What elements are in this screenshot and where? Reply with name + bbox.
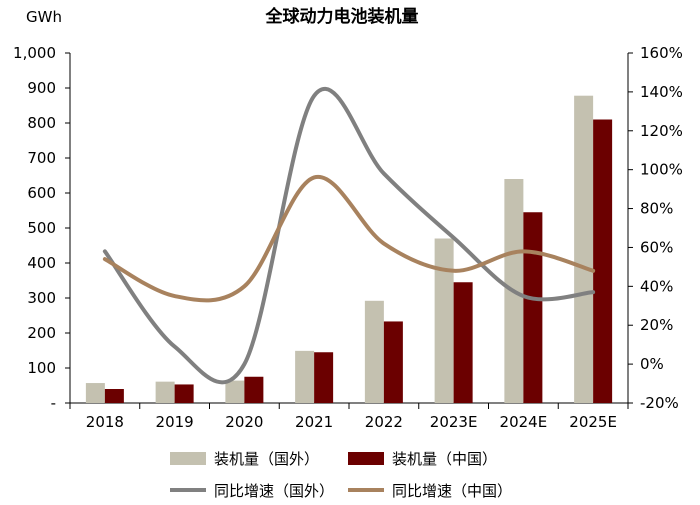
bar-china — [383, 321, 403, 403]
x-tick-label: 2019 — [156, 413, 194, 431]
right-tick-label: 40% — [640, 277, 673, 295]
right-tick-label: -20% — [640, 394, 679, 412]
x-tick-label: 2024E — [500, 413, 548, 431]
right-tick-label: 100% — [640, 161, 683, 179]
legend-label: 同比增速（中国） — [392, 482, 512, 500]
left-tick-label: 300 — [27, 289, 56, 307]
bar-overseas — [295, 350, 315, 403]
left-tick-label: 1,000 — [13, 44, 56, 62]
left-tick-label: 800 — [27, 114, 56, 132]
legend-swatch-overseas-bar — [170, 452, 206, 465]
bar-overseas — [155, 381, 175, 403]
left-tick-label: 100 — [27, 359, 56, 377]
bar-layer — [85, 95, 613, 403]
right-tick-label: 120% — [640, 122, 683, 140]
left-tick-label: 200 — [27, 324, 56, 342]
chart-title: 全球动力电池装机量 — [265, 6, 419, 27]
left-tick-label: 900 — [27, 79, 56, 97]
left-tick-label: 500 — [27, 219, 56, 237]
x-tick-label: 2021 — [295, 413, 333, 431]
legend-label: 装机量（国外） — [214, 450, 319, 468]
bar-china — [174, 384, 194, 403]
right-tick-label: 140% — [640, 83, 683, 101]
line-layer — [102, 86, 596, 385]
right-tick-label: 0% — [640, 355, 664, 373]
right-tick-label: 20% — [640, 316, 673, 334]
bar-china — [104, 389, 124, 403]
right-tick-label: 80% — [640, 200, 673, 218]
legend-label: 装机量（中国） — [392, 450, 497, 468]
legend-swatch-china-bar — [348, 452, 384, 465]
x-tick-label: 2018 — [86, 413, 124, 431]
bar-overseas — [434, 238, 454, 403]
x-tick-label: 2025E — [569, 413, 617, 431]
x-tick-label: 2020 — [225, 413, 263, 431]
left-axis-unit: GWh — [26, 8, 62, 26]
left-tick-label: 700 — [27, 149, 56, 167]
bar-china — [453, 282, 473, 403]
growth-line-china — [102, 175, 596, 303]
bar-china — [314, 352, 334, 403]
bar-overseas — [85, 383, 105, 403]
axes: - 100 200 300 400 500 600 700 800 900 1,000 -20% 0% 2… — [13, 44, 683, 431]
bar-china — [593, 119, 613, 403]
x-tick-label: 2023E — [430, 413, 478, 431]
x-tick-label: 2022 — [365, 413, 403, 431]
legend: 装机量（国外） 装机量（中国） 同比增速（国外） 同比增速（中国） — [170, 450, 512, 500]
left-tick-label: 400 — [27, 254, 56, 272]
growth-line-overseas — [102, 86, 596, 385]
bar-overseas — [574, 95, 594, 403]
right-tick-label: 60% — [640, 238, 673, 256]
right-tick-label: 160% — [640, 44, 683, 62]
bar-china — [523, 212, 543, 403]
legend-label: 同比增速（国外） — [214, 482, 334, 500]
left-tick-label: 600 — [27, 184, 56, 202]
bar-overseas — [364, 300, 384, 403]
bar-china — [244, 376, 264, 403]
bar-overseas — [225, 380, 245, 403]
left-tick-label: - — [51, 394, 56, 412]
